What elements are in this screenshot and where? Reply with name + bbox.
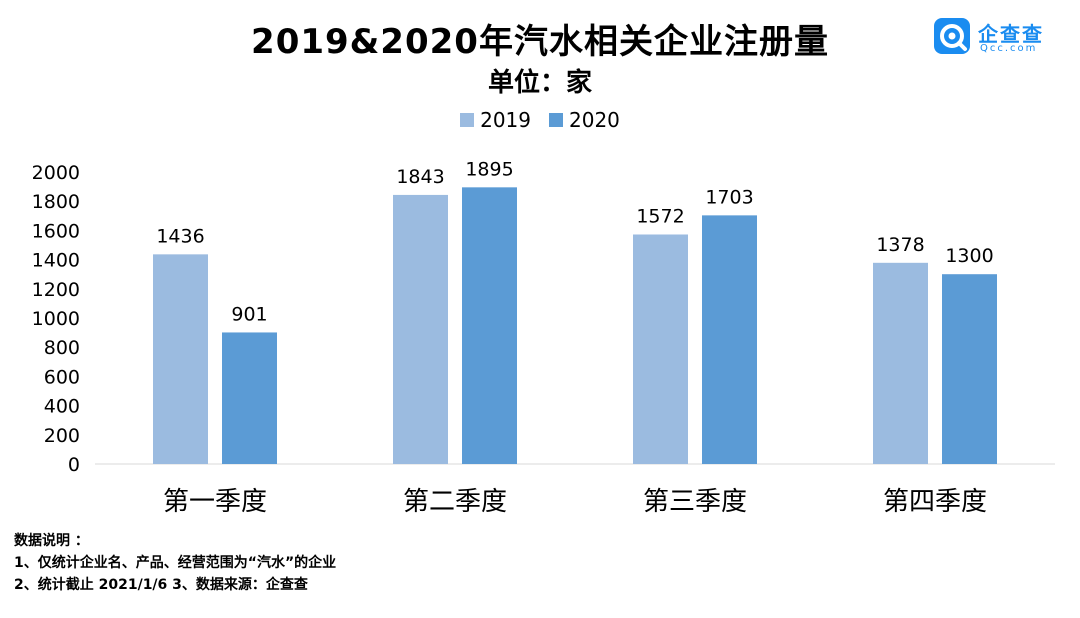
y-tick-label: 1400 [32,250,80,272]
x-category-label: 第二季度 [403,487,507,517]
notes-line-1: 1、仅统计企业名、产品、经营范围为“汽水”的企业 [14,555,337,571]
y-tick-label: 0 [68,454,80,476]
y-tick-label: 2000 [32,162,80,184]
legend-item-2020: 2020 [549,108,620,132]
bar-2020-1 [222,332,277,464]
x-category-label: 第三季度 [643,487,747,517]
legend: 2019 2020 [0,108,1080,132]
qcc-logo-domain: Qcc.com [980,43,1038,54]
data-label-2020-1: 901 [231,303,267,325]
chart-subtitle: 单位：家 [487,68,592,98]
legend-label-2020: 2020 [569,108,620,132]
bar-2019-1 [153,254,208,464]
chart-title: 2019&2020年汽水相关企业注册量 [251,22,829,62]
y-tick-label: 1800 [32,191,80,213]
data-label-2020-2: 1895 [465,158,513,180]
bar-2020-2 [462,187,517,464]
notes-line-2: 2、统计截止 2021/1/6 3、数据来源：企查查 [14,577,308,593]
y-tick-label: 400 [44,396,80,418]
y-tick-label: 200 [44,425,80,447]
y-tick-label: 800 [44,337,80,359]
bar-2020-4 [942,274,997,464]
x-category-label: 第四季度 [883,487,987,517]
x-category-label: 第一季度 [163,487,267,517]
y-tick-label: 1200 [32,279,80,301]
legend-swatch-2020 [549,113,563,127]
data-label-2019-2: 1843 [396,166,444,188]
bar-2020-3 [702,215,757,464]
y-tick-label: 1000 [32,308,80,330]
data-notes: 数据说明 ： 1、仅统计企业名、产品、经营范围为“汽水”的企业 2、统计截止 2… [14,530,336,596]
qcc-logo-name: 企查查 [978,22,1044,46]
data-label-2019-1: 1436 [156,225,204,247]
data-label-2020-4: 1300 [945,245,993,267]
legend-item-2019: 2019 [460,108,531,132]
bar-2019-2 [393,194,448,464]
bar-2019-4 [873,262,928,464]
qcc-logo-icon [934,18,970,54]
y-tick-label: 600 [44,366,80,388]
notes-heading: 数据说明 ： [14,533,89,549]
bar-2019-3 [633,234,688,464]
data-label-2020-3: 1703 [705,186,753,208]
data-label-2019-3: 1572 [636,205,684,227]
data-label-2019-4: 1378 [876,234,924,256]
y-tick-label: 1600 [32,220,80,242]
legend-label-2019: 2019 [480,108,531,132]
qcc-logo: 企查查 Qcc.com [934,18,1064,58]
legend-swatch-2019 [460,113,475,127]
